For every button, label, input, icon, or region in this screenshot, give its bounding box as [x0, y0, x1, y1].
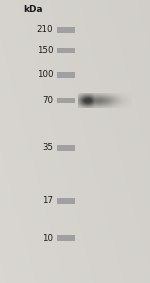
- Text: 10: 10: [42, 234, 53, 243]
- Text: kDa: kDa: [23, 5, 43, 14]
- Bar: [57, 72, 75, 78]
- Bar: [57, 48, 75, 53]
- Text: 17: 17: [42, 196, 53, 205]
- Text: 70: 70: [42, 96, 53, 105]
- Bar: [57, 98, 75, 103]
- Bar: [57, 145, 75, 151]
- Text: 150: 150: [37, 46, 53, 55]
- Text: 100: 100: [37, 70, 53, 80]
- Text: 210: 210: [37, 25, 53, 34]
- Bar: [57, 235, 75, 241]
- Bar: [57, 198, 75, 204]
- Text: 35: 35: [42, 143, 53, 152]
- Bar: [57, 27, 75, 33]
